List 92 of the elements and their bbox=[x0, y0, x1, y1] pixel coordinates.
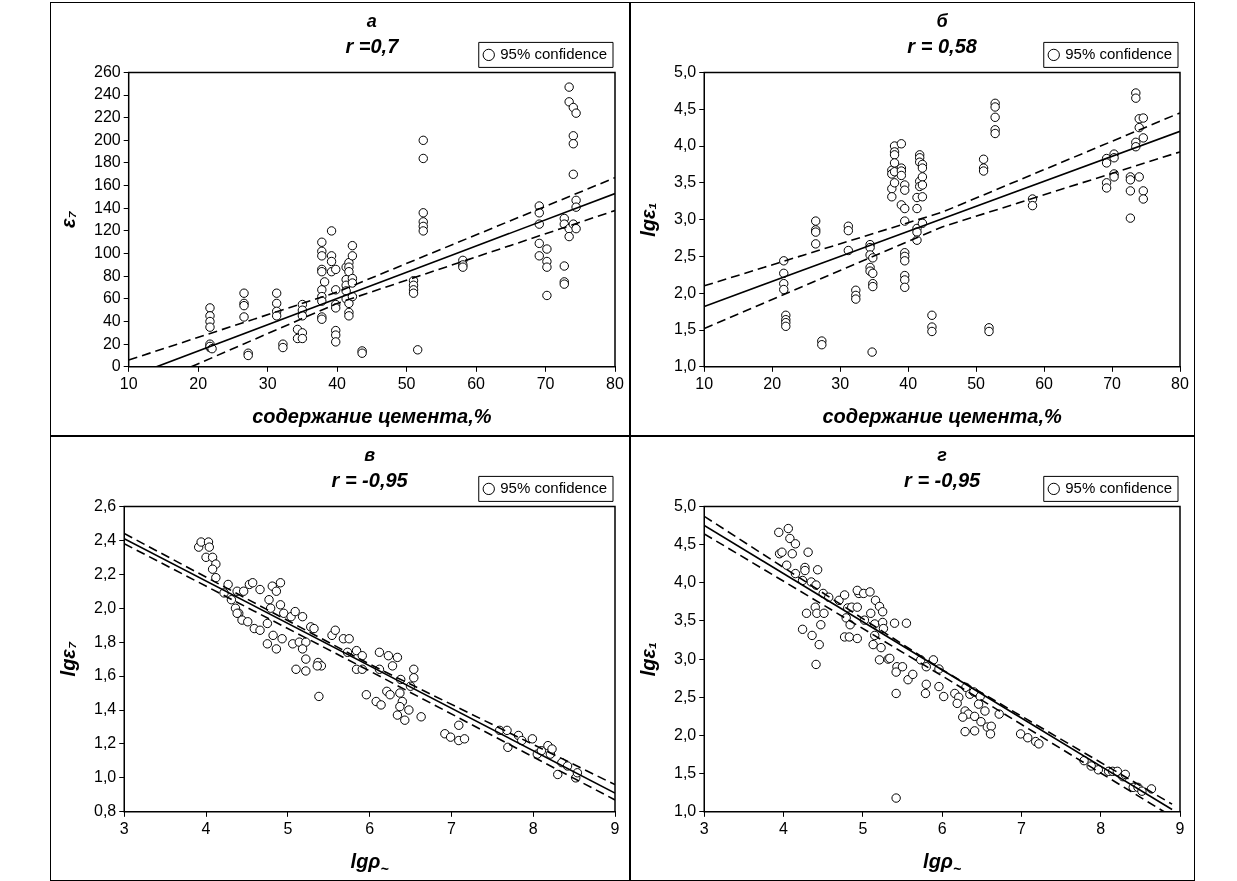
x-tick-label: 8 bbox=[528, 819, 538, 837]
x-axis-title: lgρ~ bbox=[923, 850, 962, 877]
x-tick-label: 20 bbox=[189, 374, 208, 392]
y-axis-title: lgε₇ bbox=[57, 641, 79, 677]
chart-title: в bbox=[364, 445, 376, 465]
y-tick-label: 5,0 bbox=[673, 62, 697, 80]
y-tick-label: 3,0 bbox=[673, 210, 697, 228]
y-tick-label: 1,2 bbox=[93, 734, 117, 752]
x-tick-label: 6 bbox=[937, 819, 947, 837]
y-tick-label: 2,0 bbox=[673, 725, 697, 743]
x-tick-label: 7 bbox=[1016, 819, 1026, 837]
y-tick-label: 5,0 bbox=[673, 496, 697, 514]
x-axis-title: lgρ~ bbox=[350, 850, 389, 877]
y-tick-label: 1,0 bbox=[673, 802, 697, 820]
y-tick-label: 260 bbox=[93, 62, 121, 80]
y-tick-label: 140 bbox=[93, 198, 121, 216]
x-tick-label: 4 bbox=[779, 819, 789, 837]
y-tick-label: 220 bbox=[93, 108, 121, 126]
y-tick-label: 1,4 bbox=[93, 700, 117, 718]
x-tick-label: 50 bbox=[397, 374, 416, 392]
y-tick-label: 1,5 bbox=[673, 764, 697, 782]
x-tick-label: 40 bbox=[899, 374, 918, 392]
legend-label: 95% confidence bbox=[1065, 479, 1173, 497]
y-tick-label: 3,5 bbox=[673, 173, 697, 191]
y-axis-title: lgε₁ bbox=[637, 641, 659, 677]
y-tick-label: 2,4 bbox=[93, 530, 117, 548]
y-tick-label: 1,8 bbox=[93, 632, 117, 650]
y-tick-label: 2,0 bbox=[673, 283, 697, 301]
legend-label: 95% confidence bbox=[500, 479, 608, 497]
chart-subtitle: r = -0,95 bbox=[904, 469, 982, 491]
legend-label: 95% confidence bbox=[500, 45, 608, 63]
x-tick-label: 7 bbox=[446, 819, 456, 837]
chart-title: а bbox=[366, 11, 377, 31]
y-tick-label: 20 bbox=[102, 334, 121, 352]
x-tick-label: 3 bbox=[699, 819, 709, 837]
x-tick-label: 40 bbox=[328, 374, 347, 392]
y-tick-label: 2,2 bbox=[93, 564, 117, 582]
x-axis-title: содержание цемента,% bbox=[252, 405, 492, 427]
y-tick-label: 2,5 bbox=[673, 687, 697, 705]
x-tick-label: 70 bbox=[536, 374, 555, 392]
y-tick-label: 40 bbox=[102, 311, 121, 329]
y-tick-label: 0,8 bbox=[93, 802, 117, 820]
x-tick-label: 6 bbox=[365, 819, 375, 837]
y-axis-title: ε₇ bbox=[57, 210, 79, 229]
y-tick-label: 80 bbox=[102, 266, 121, 284]
y-tick-label: 2,6 bbox=[93, 496, 117, 514]
x-tick-label: 4 bbox=[201, 819, 211, 837]
y-tick-label: 60 bbox=[102, 289, 121, 307]
y-tick-label: 1,0 bbox=[673, 357, 697, 375]
chart-title: б bbox=[936, 11, 949, 31]
y-tick-label: 0 bbox=[111, 357, 121, 375]
legend-label: 95% confidence bbox=[1065, 45, 1173, 63]
y-tick-label: 4,5 bbox=[673, 534, 697, 552]
x-tick-label: 8 bbox=[1096, 819, 1106, 837]
x-tick-label: 5 bbox=[858, 819, 868, 837]
x-tick-label: 10 bbox=[695, 374, 714, 392]
y-tick-label: 160 bbox=[93, 176, 121, 194]
x-axis-title: содержание цемента,% bbox=[822, 405, 1063, 427]
x-tick-label: 3 bbox=[119, 819, 129, 837]
x-tick-label: 9 bbox=[1175, 819, 1185, 837]
x-tick-label: 70 bbox=[1103, 374, 1122, 392]
y-tick-label: 240 bbox=[93, 85, 121, 103]
y-tick-label: 1,6 bbox=[93, 666, 117, 684]
x-tick-label: 60 bbox=[467, 374, 486, 392]
x-tick-label: 20 bbox=[763, 374, 782, 392]
y-tick-label: 4,0 bbox=[673, 136, 697, 154]
y-tick-label: 3,5 bbox=[673, 611, 697, 629]
y-tick-label: 4,5 bbox=[673, 99, 697, 117]
chart-subtitle: r = -0,95 bbox=[331, 469, 409, 491]
y-tick-label: 2,5 bbox=[673, 246, 697, 264]
y-tick-label: 100 bbox=[93, 243, 121, 261]
y-tick-label: 120 bbox=[93, 221, 121, 239]
x-tick-label: 50 bbox=[967, 374, 986, 392]
chart-subtitle: r =0,7 bbox=[345, 35, 400, 57]
x-tick-label: 5 bbox=[283, 819, 293, 837]
x-tick-label: 30 bbox=[831, 374, 850, 392]
y-tick-label: 3,0 bbox=[673, 649, 697, 667]
y-tick-label: 180 bbox=[93, 153, 121, 171]
x-tick-label: 80 bbox=[606, 374, 624, 392]
x-tick-label: 30 bbox=[258, 374, 277, 392]
y-axis-title: lgε₁ bbox=[637, 202, 659, 237]
x-tick-label: 60 bbox=[1035, 374, 1054, 392]
y-tick-label: 1,5 bbox=[673, 320, 697, 338]
y-tick-label: 1,0 bbox=[93, 768, 117, 786]
x-tick-label: 9 bbox=[610, 819, 620, 837]
chart-subtitle: r = 0,58 bbox=[907, 35, 978, 57]
y-tick-label: 2,0 bbox=[93, 598, 117, 616]
x-tick-label: 80 bbox=[1171, 374, 1189, 392]
x-tick-label: 10 bbox=[119, 374, 138, 392]
y-tick-label: 4,0 bbox=[673, 573, 697, 591]
y-tick-label: 200 bbox=[93, 130, 121, 148]
chart-title: г bbox=[937, 445, 948, 465]
